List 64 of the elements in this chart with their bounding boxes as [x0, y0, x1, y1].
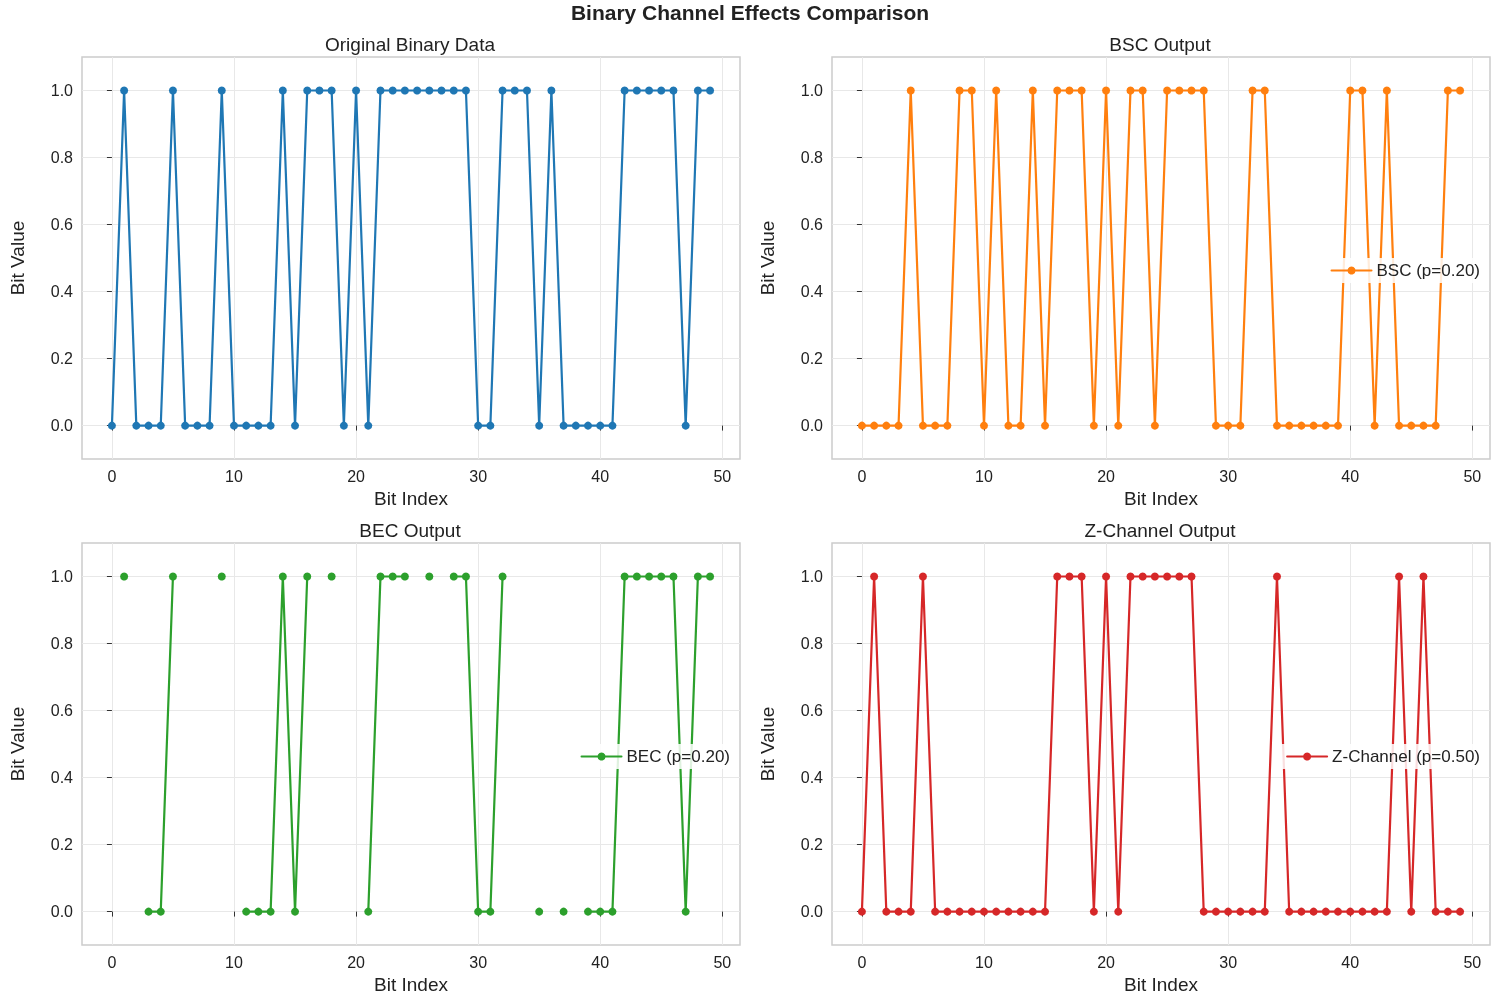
- x-tick-label: 30: [1219, 953, 1238, 971]
- x-tick-label: 20: [1097, 953, 1116, 971]
- x-tick-label: 50: [713, 467, 732, 485]
- x-tick-label: 50: [713, 953, 732, 971]
- x-tick-label: 10: [225, 953, 243, 971]
- x-tick-label: 30: [469, 467, 488, 485]
- y-tick-label: 0.0: [50, 903, 74, 921]
- x-tick-label: 20: [347, 953, 366, 971]
- y-tick-label: 0.0: [50, 417, 74, 435]
- legend-label: Z-Channel (p=0.50): [1332, 747, 1480, 766]
- x-tick-label: 0: [857, 467, 867, 485]
- y-tick-label: 0.8: [800, 149, 824, 167]
- x-tick-label: 40: [591, 953, 610, 971]
- x-tick-label: 10: [225, 467, 243, 485]
- chart-title: Z-Channel Output: [1084, 520, 1237, 541]
- legend-label: BSC (p=0.20): [1376, 261, 1481, 280]
- y-tick-label: 0.0: [800, 417, 824, 435]
- x-tick-label: 40: [591, 467, 610, 485]
- x-axis-title: Bit Index: [374, 974, 449, 995]
- y-tick-label: 0.2: [800, 836, 824, 854]
- x-tick-label: 0: [107, 953, 117, 971]
- y-axis-title: Bit Value: [757, 220, 778, 296]
- x-axis-title: Bit Index: [374, 488, 449, 509]
- y-tick-label: 1.0: [800, 82, 824, 100]
- y-tick-label: 0.6: [800, 216, 824, 234]
- x-axis-title: Bit Index: [1124, 488, 1199, 509]
- y-tick-label: 0.2: [50, 836, 74, 854]
- y-tick-label: 0.4: [50, 283, 74, 301]
- y-tick-label: 0.6: [800, 702, 824, 720]
- y-tick-label: 0.4: [800, 769, 824, 787]
- x-tick-label: 20: [347, 467, 366, 485]
- y-tick-label: 0.4: [50, 769, 74, 787]
- y-tick-label: 0.8: [800, 635, 824, 653]
- x-tick-label: 10: [975, 953, 993, 971]
- x-tick-label: 50: [1463, 467, 1482, 485]
- y-tick-label: 1.0: [800, 568, 824, 586]
- x-tick-label: 0: [107, 467, 117, 485]
- y-axis-title: Bit Value: [757, 706, 778, 782]
- legend-label: BEC (p=0.20): [626, 747, 731, 766]
- x-tick-label: 40: [1341, 467, 1360, 485]
- x-tick-label: 50: [1463, 953, 1482, 971]
- y-axis-title: Bit Value: [7, 706, 28, 782]
- y-axis-title: Bit Value: [7, 220, 28, 296]
- y-tick-label: 0.2: [50, 350, 74, 368]
- chart-title: Original Binary Data: [324, 34, 496, 55]
- x-tick-label: 10: [975, 467, 993, 485]
- x-tick-label: 20: [1097, 467, 1116, 485]
- y-tick-label: 0.8: [50, 635, 74, 653]
- y-tick-label: 0.6: [50, 216, 74, 234]
- x-tick-label: 0: [857, 953, 867, 971]
- y-tick-label: 1.0: [50, 568, 74, 586]
- chart-title: BSC Output: [1109, 34, 1212, 55]
- y-tick-label: 0.6: [50, 702, 74, 720]
- x-tick-label: 30: [1219, 467, 1238, 485]
- text: Binary Channel Effects Comparison: [569, 0, 931, 26]
- y-tick-label: 0.8: [50, 149, 74, 167]
- x-axis-title: Bit Index: [1124, 974, 1199, 995]
- y-tick-label: 0.2: [800, 350, 824, 368]
- chart-title: BEC Output: [359, 520, 462, 541]
- y-tick-label: 0.4: [800, 283, 824, 301]
- y-tick-label: 0.0: [800, 903, 824, 921]
- x-tick-label: 40: [1341, 953, 1360, 971]
- y-tick-label: 1.0: [50, 82, 74, 100]
- x-tick-label: 30: [469, 953, 488, 971]
